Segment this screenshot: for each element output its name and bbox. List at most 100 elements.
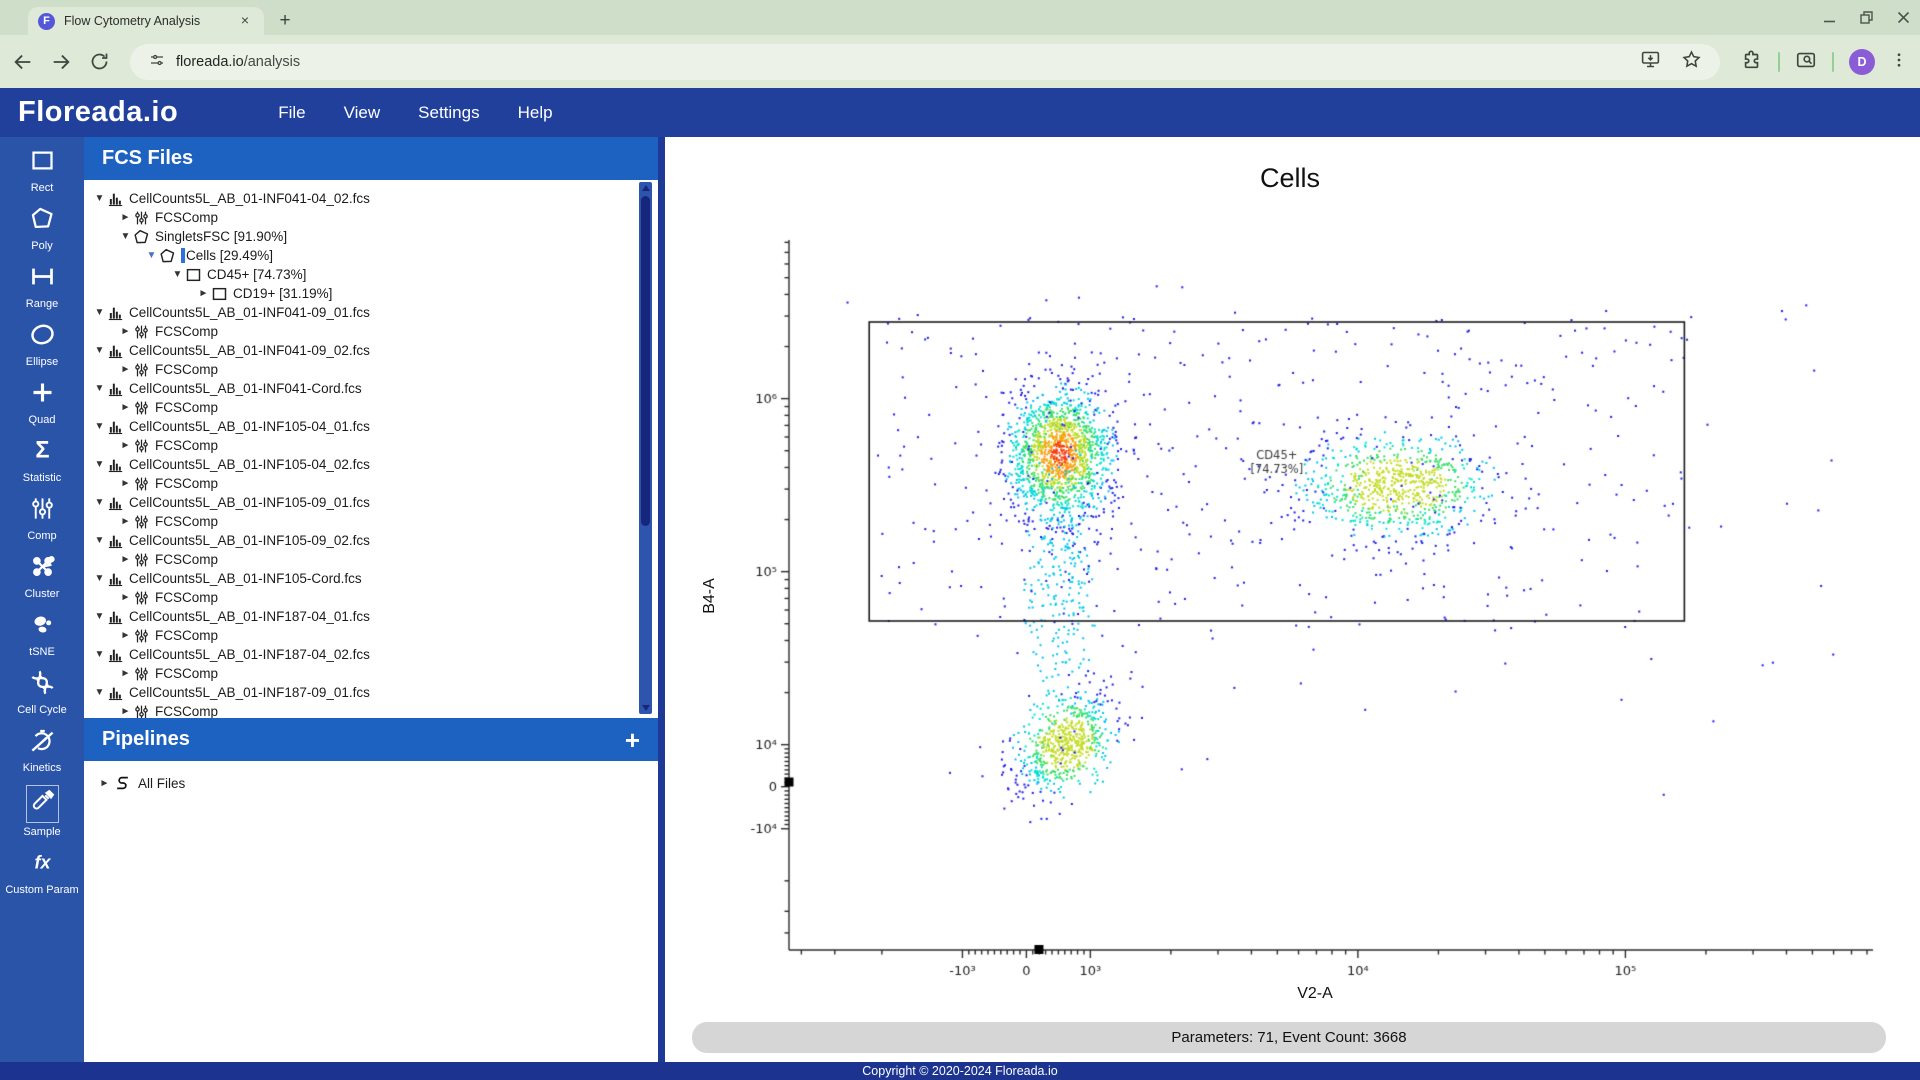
search-tabs-icon[interactable] xyxy=(1795,49,1817,76)
tree-item[interactable]: ► FCSComp xyxy=(84,322,658,341)
tree-item[interactable]: ▼ CellCounts5L_AB_01-INF041-09_02.fcs xyxy=(84,341,658,360)
sidebar-tool-cluster[interactable]: Cluster xyxy=(0,553,84,600)
separator xyxy=(1832,52,1834,72)
tree-item[interactable]: ▼ CellCounts5L_AB_01-INF041-Cord.fcs xyxy=(84,379,658,398)
tree-item[interactable]: ▼ CellCounts5L_AB_01-INF105-09_01.fcs xyxy=(84,493,658,512)
scroll-up-icon[interactable] xyxy=(641,185,650,191)
tree-item[interactable]: ▼ CellCounts5L_AB_01-INF041-04_02.fcs xyxy=(84,189,658,208)
bookmark-star-icon[interactable] xyxy=(1681,49,1702,75)
scroll-down-icon[interactable] xyxy=(641,705,650,711)
tree-item[interactable]: ► FCSComp xyxy=(84,512,658,531)
tree-item[interactable]: ► FCSComp xyxy=(84,436,658,455)
expand-arrow-icon[interactable]: ► xyxy=(120,326,131,337)
tree-item[interactable]: ▼ CellCounts5L_AB_01-INF105-04_02.fcs xyxy=(84,455,658,474)
tree-item[interactable]: ▼ Cells [29.49%] xyxy=(84,246,658,265)
collapse-arrow-icon[interactable]: ▼ xyxy=(94,421,105,432)
new-tab-button[interactable]: + xyxy=(279,10,291,31)
tree-item[interactable]: ► FCSComp xyxy=(84,550,658,569)
scrollbar-thumb[interactable] xyxy=(641,196,650,526)
tree-item[interactable]: ▼ CellCounts5L_AB_01-INF105-09_02.fcs xyxy=(84,531,658,550)
extensions-icon[interactable] xyxy=(1741,49,1763,76)
scatter-plot-canvas[interactable] xyxy=(665,137,1920,1017)
tree-item[interactable]: ► FCSComp xyxy=(84,664,658,683)
expand-arrow-icon[interactable]: ► xyxy=(120,402,131,413)
sidebar-tool-comp[interactable]: Comp xyxy=(0,495,84,542)
reload-button[interactable] xyxy=(84,47,114,77)
close-icon[interactable] xyxy=(1897,11,1910,24)
expand-arrow-icon[interactable]: ► xyxy=(198,288,209,299)
site-info-icon[interactable] xyxy=(148,51,166,74)
collapse-arrow-icon[interactable]: ▼ xyxy=(146,250,157,261)
expand-arrow-icon[interactable]: ► xyxy=(120,554,131,565)
install-icon[interactable] xyxy=(1640,49,1661,75)
sidebar-tool-custom-param[interactable]: fx Custom Param xyxy=(0,849,84,896)
tree-item[interactable]: ▼ CellCounts5L_AB_01-INF041-09_01.fcs xyxy=(84,303,658,322)
tree-item[interactable]: ▼ CD45+ [74.73%] xyxy=(84,265,658,284)
sidebar-tool-range[interactable]: Range xyxy=(0,263,84,310)
tree-item[interactable]: ► FCSComp xyxy=(84,626,658,645)
add-pipeline-button[interactable]: + xyxy=(624,724,640,755)
sidebar-tool-poly[interactable]: Poly xyxy=(0,205,84,252)
restore-icon[interactable] xyxy=(1860,11,1873,24)
expand-arrow-icon[interactable]: ► xyxy=(120,592,131,603)
collapse-arrow-icon[interactable]: ▼ xyxy=(94,193,105,204)
collapse-arrow-icon[interactable]: ▼ xyxy=(94,383,105,394)
sidebar-tool-kinetics[interactable]: Kinetics xyxy=(0,727,84,774)
profile-avatar[interactable]: D xyxy=(1849,49,1875,75)
collapse-arrow-icon[interactable]: ▼ xyxy=(94,573,105,584)
tree-item[interactable]: ▼ CellCounts5L_AB_01-INF105-Cord.fcs xyxy=(84,569,658,588)
tree-item[interactable]: ▼ CellCounts5L_AB_01-INF105-04_01.fcs xyxy=(84,417,658,436)
expand-arrow-icon[interactable]: ► xyxy=(120,706,131,717)
browser-tab[interactable]: F Flow Cytometry Analysis × xyxy=(28,7,264,35)
sidebar-tool-quad[interactable]: Quad xyxy=(0,379,84,426)
sidebar-tool-ellipse[interactable]: Ellipse xyxy=(0,321,84,368)
expand-arrow-icon[interactable]: ► xyxy=(120,478,131,489)
sidebar-tool-rect[interactable]: Rect xyxy=(0,147,84,194)
tab-close-icon[interactable]: × xyxy=(240,12,250,28)
expand-arrow-icon[interactable]: ► xyxy=(120,516,131,527)
tree-item[interactable]: ► FCSComp xyxy=(84,588,658,607)
expand-arrow-icon[interactable]: ► xyxy=(120,440,131,451)
tree-item[interactable]: ► FCSComp xyxy=(84,398,658,417)
tree-item[interactable]: ► FCSComp xyxy=(84,360,658,379)
menu-file[interactable]: File xyxy=(278,102,306,122)
tree-item[interactable]: ▼ CellCounts5L_AB_01-INF187-04_01.fcs xyxy=(84,607,658,626)
collapse-arrow-icon[interactable]: ▼ xyxy=(172,269,183,280)
app-logo[interactable]: Floreada.io xyxy=(18,96,179,128)
sidebar-tool-cell-cycle[interactable]: Cell Cycle xyxy=(0,669,84,716)
sidebar-tool-tsne[interactable]: tSNE xyxy=(0,611,84,658)
url-bar[interactable]: floreada.io/analysis xyxy=(130,44,1720,80)
collapse-arrow-icon[interactable]: ▼ xyxy=(94,459,105,470)
expand-arrow-icon[interactable]: ► xyxy=(99,777,110,789)
pipeline-item[interactable]: ► All Files xyxy=(98,775,658,791)
collapse-arrow-icon[interactable]: ▼ xyxy=(94,497,105,508)
collapse-arrow-icon[interactable]: ▼ xyxy=(94,535,105,546)
collapse-arrow-icon[interactable]: ▼ xyxy=(94,649,105,660)
tree-item[interactable]: ► CD19+ [31.19%] xyxy=(84,284,658,303)
collapse-arrow-icon[interactable]: ▼ xyxy=(94,611,105,622)
expand-arrow-icon[interactable]: ► xyxy=(120,630,131,641)
back-button[interactable] xyxy=(8,47,38,77)
menu-help[interactable]: Help xyxy=(517,102,553,122)
tree-item[interactable]: ▼ SingletsFSC [91.90%] xyxy=(84,227,658,246)
tree-item[interactable]: ► FCSComp xyxy=(84,702,658,718)
tree-item[interactable]: ▼ CellCounts5L_AB_01-INF187-09_01.fcs xyxy=(84,683,658,702)
scrollbar[interactable] xyxy=(639,182,652,714)
tree-item[interactable]: ▼ CellCounts5L_AB_01-INF187-04_02.fcs xyxy=(84,645,658,664)
tree-item[interactable]: ► FCSComp xyxy=(84,474,658,493)
sidebar-tool-statistic[interactable]: Σ Statistic xyxy=(0,437,84,484)
menu-view[interactable]: View xyxy=(343,102,381,122)
tree-item[interactable]: ► FCSComp xyxy=(84,208,658,227)
expand-arrow-icon[interactable]: ► xyxy=(120,364,131,375)
collapse-arrow-icon[interactable]: ▼ xyxy=(94,345,105,356)
minimize-icon[interactable] xyxy=(1823,11,1836,24)
collapse-arrow-icon[interactable]: ▼ xyxy=(120,231,131,242)
collapse-arrow-icon[interactable]: ▼ xyxy=(94,307,105,318)
expand-arrow-icon[interactable]: ► xyxy=(120,212,131,223)
sidebar-tool-sample[interactable]: Sample xyxy=(0,785,84,838)
menu-kebab-icon[interactable] xyxy=(1890,51,1908,74)
forward-button[interactable] xyxy=(46,47,76,77)
collapse-arrow-icon[interactable]: ▼ xyxy=(94,687,105,698)
menu-settings[interactable]: Settings xyxy=(418,102,480,122)
expand-arrow-icon[interactable]: ► xyxy=(120,668,131,679)
